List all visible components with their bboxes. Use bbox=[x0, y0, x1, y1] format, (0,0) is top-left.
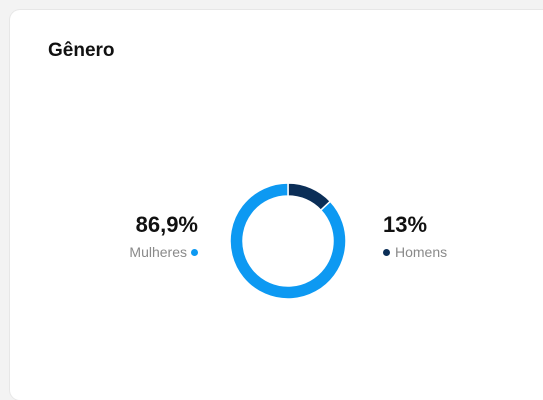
stat-homens-label: Homens bbox=[395, 244, 448, 260]
stat-homens: 13% Homens bbox=[383, 213, 503, 260]
card-title: Gênero bbox=[48, 40, 115, 61]
slice-mulheres bbox=[229, 182, 347, 300]
stat-homens-value: 13% bbox=[383, 212, 428, 237]
stat-homens-legend: Homens bbox=[383, 244, 503, 260]
homens-legend-dot bbox=[383, 248, 390, 256]
gender-card: Gênero 86,9% Mulheres 13% Homens bbox=[10, 10, 543, 400]
stat-mulheres-legend: Mulheres bbox=[78, 244, 198, 260]
slice-homens bbox=[287, 182, 332, 211]
stat-mulheres-value: 86,9% bbox=[135, 212, 198, 237]
gender-donut-chart bbox=[229, 182, 347, 300]
stat-mulheres-label: Mulheres bbox=[129, 244, 187, 260]
mulheres-legend-dot bbox=[191, 248, 198, 256]
stat-mulheres: 86,9% Mulheres bbox=[78, 213, 198, 260]
